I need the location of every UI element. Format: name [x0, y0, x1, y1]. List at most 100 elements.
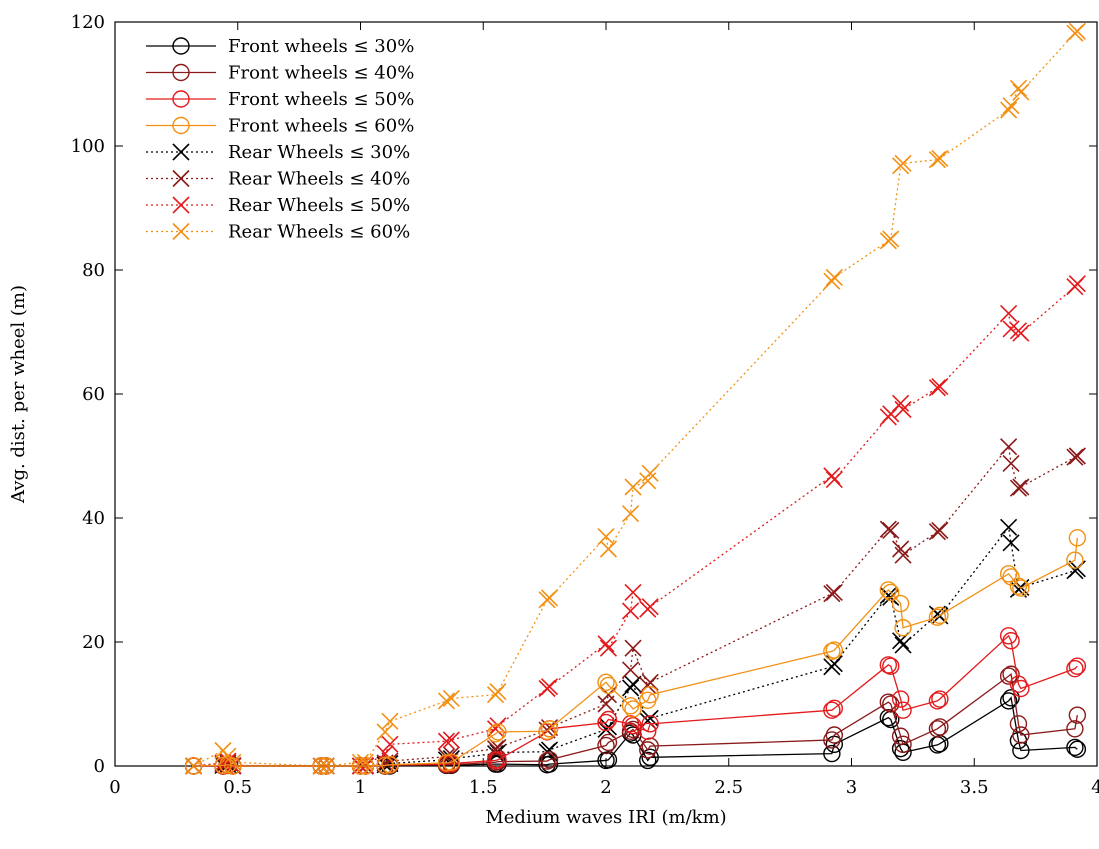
data-point-stroke-b [641, 464, 659, 482]
series-line [193, 537, 1079, 767]
data-point [1009, 79, 1028, 97]
data-point-stroke-b [931, 521, 949, 539]
data-point [894, 154, 912, 172]
data-point-stroke-b [1002, 320, 1020, 338]
data-point [931, 606, 949, 625]
data-point [599, 710, 618, 729]
data-point [624, 675, 642, 693]
data-point [825, 268, 843, 287]
data-point [1012, 679, 1030, 698]
data-point-stroke-b [624, 639, 642, 657]
data-point [891, 690, 910, 708]
data-point [540, 741, 559, 759]
data-point [1002, 632, 1020, 650]
data-point [894, 546, 912, 564]
data-point-stroke-b [540, 678, 559, 696]
data-point-stroke-b [1066, 448, 1084, 466]
data-point-stroke-b [882, 521, 900, 539]
data-point [597, 736, 615, 755]
data-point [892, 394, 910, 412]
data-point [891, 727, 910, 745]
data-point [825, 699, 844, 718]
data-point [823, 585, 841, 603]
legend-marker-stroke-b [172, 222, 190, 241]
data-point-stroke-b [597, 635, 615, 653]
data-point [882, 230, 900, 248]
data-point-stroke-b [1000, 518, 1018, 536]
legend-label: Front wheels ≤ 30% [228, 36, 414, 57]
data-point-stroke-b [356, 753, 374, 771]
legend-item-1: Front wheels ≤ 30% [146, 36, 414, 57]
data-point [538, 752, 556, 770]
y-tick-label: 80 [82, 260, 105, 281]
data-point [351, 753, 370, 771]
data-point-stroke-b [1009, 79, 1028, 97]
data-point [641, 673, 659, 691]
data-point-stroke-b [1012, 478, 1030, 496]
data-point [437, 732, 455, 750]
data-point [825, 583, 843, 601]
data-point-stroke-b [894, 546, 912, 564]
data-point [928, 379, 946, 397]
y-tick-label: 0 [94, 756, 105, 777]
data-point [825, 470, 843, 489]
data-point [1012, 579, 1030, 597]
data-point [641, 686, 659, 704]
legend-item-2: Front wheels ≤ 40% [146, 63, 414, 84]
data-point [892, 540, 910, 558]
data-point-stroke-b [825, 268, 843, 287]
legend-marker [172, 90, 190, 108]
series-line [193, 30, 1078, 767]
data-point-stroke-b [442, 689, 460, 707]
data-point [317, 757, 335, 775]
data-point [621, 661, 640, 679]
data-point [823, 744, 841, 763]
data-point [599, 733, 618, 752]
data-point-stroke-b [1002, 454, 1020, 473]
data-point [540, 755, 559, 773]
legend-marker [172, 143, 190, 161]
data-point [224, 757, 242, 775]
data-point-stroke-b [540, 589, 559, 607]
data-point [624, 700, 642, 718]
data-point [356, 757, 375, 775]
data-point-stroke-b [599, 540, 618, 558]
data-point-stroke-b [894, 636, 912, 654]
y-tick-label: 20 [82, 632, 105, 653]
data-point-stroke-b [624, 583, 642, 601]
data-point-stroke-b [224, 753, 242, 771]
series-4 [184, 529, 1087, 775]
data-point [621, 679, 640, 697]
data-point [894, 619, 912, 637]
data-point-stroke-b [1000, 438, 1018, 456]
data-point [1068, 740, 1087, 758]
data-point-stroke-b [1002, 534, 1020, 552]
data-point [931, 521, 949, 539]
legend-label: Rear Wheels ≤ 30% [228, 142, 410, 163]
data-point [1012, 478, 1030, 496]
y-axis-label: Avg. dist. per wheel (m) [8, 285, 29, 504]
data-point [540, 589, 559, 607]
data-point-stroke-b [621, 679, 640, 697]
data-point-stroke-b [442, 731, 460, 749]
data-point [1012, 726, 1030, 744]
data-point [1066, 551, 1084, 569]
legend-label: Front wheels ≤ 60% [228, 116, 414, 137]
data-point [641, 715, 659, 733]
legend-label: Front wheels ≤ 40% [228, 63, 414, 84]
data-point [882, 657, 900, 675]
data-point-stroke-b [381, 735, 399, 753]
data-point [1009, 479, 1028, 497]
data-point [931, 734, 949, 753]
legend-marker [172, 37, 190, 55]
data-point [1002, 689, 1020, 707]
data-point [1068, 22, 1086, 40]
data-point [894, 400, 912, 419]
data-point [381, 735, 399, 753]
data-point-stroke-b [879, 520, 897, 538]
legend-marker [172, 222, 190, 241]
data-point-stroke-b [624, 478, 642, 496]
data-point [214, 756, 232, 775]
data-point-stroke-b [1000, 304, 1018, 322]
data-point [621, 697, 640, 715]
